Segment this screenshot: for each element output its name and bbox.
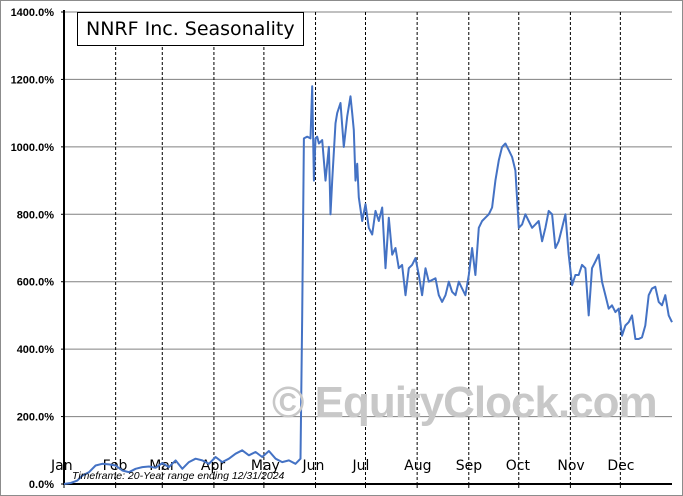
month-label: Jun: [302, 458, 325, 474]
equityclock-watermark: © EquityClock.com: [272, 378, 658, 427]
y-tick-label: 200.0%: [17, 412, 55, 424]
month-label: Jan: [50, 458, 73, 474]
y-axis-ticks: 0.0% 200.0% 400.0% 600.0% 800.0% 1000.0% 1200.…: [11, 7, 64, 491]
horizontal-gridlines: [64, 11, 672, 418]
y-tick-label: 1400.0%: [11, 7, 55, 19]
chart-title: NNRF Inc. Seasonality: [77, 12, 304, 46]
seasonality-line: [63, 85, 673, 485]
month-label: Aug: [404, 458, 431, 474]
month-label: Dec: [607, 458, 634, 474]
month-label: Oct: [506, 458, 531, 474]
y-tick-label: 400.0%: [17, 344, 55, 356]
month-label: May: [251, 458, 280, 474]
y-tick-label: 800.0%: [17, 209, 55, 221]
y-tick-label: 600.0%: [17, 277, 55, 289]
y-tick-label: 1000.0%: [11, 142, 55, 154]
y-tick-label: 0.0%: [29, 479, 54, 491]
month-label: Nov: [557, 458, 584, 474]
month-label: Jul: [352, 458, 370, 474]
month-label: Mar: [149, 458, 176, 474]
timeframe-note: Timeframe: 20-Year range ending 12/31/20…: [72, 470, 285, 482]
month-gridlines: [63, 12, 621, 488]
x-axis-month-labels: Jan Feb Mar Apr May Jun Jul Aug Sep Oct Nov Dec: [50, 458, 634, 474]
month-label: Sep: [456, 458, 483, 474]
y-tick-label: 1200.0%: [11, 74, 55, 86]
